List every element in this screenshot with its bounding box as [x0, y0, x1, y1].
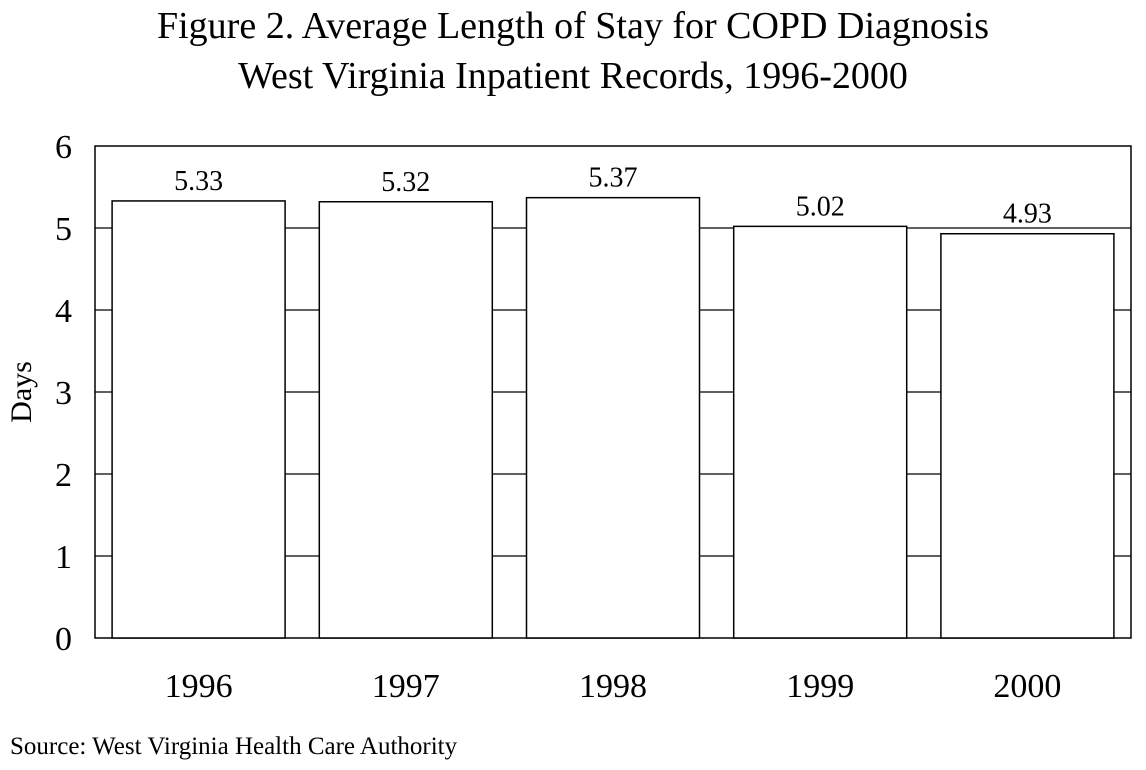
data-label: 5.32: [381, 167, 430, 198]
data-label: 4.93: [1003, 199, 1052, 230]
y-tick-label: 3: [55, 375, 72, 412]
y-axis-label: Days: [5, 361, 38, 423]
data-label: 5.37: [589, 163, 638, 194]
y-tick-label: 6: [55, 129, 72, 166]
x-tick-label: 1999: [786, 668, 854, 705]
bar: [940, 232, 1115, 639]
chart-title: Figure 2. Average Length of Stay for COP…: [156, 5, 989, 47]
chart-subtitle: West Virginia Inpatient Records, 1996-20…: [238, 55, 908, 97]
bar: [525, 196, 701, 639]
bar: [318, 201, 494, 639]
y-tick-label: 4: [55, 293, 72, 330]
source-note: Source: West Virginia Health Care Author…: [10, 733, 458, 760]
x-tick-label: 2000: [993, 668, 1061, 705]
y-tick-label: 5: [55, 211, 72, 248]
x-tick-label: 1997: [372, 668, 440, 705]
y-tick-label: 2: [55, 457, 72, 494]
x-tick-label: 1998: [579, 668, 647, 705]
y-tick-label: 1: [55, 539, 72, 576]
x-tick-label: 1996: [165, 668, 233, 705]
bar: [732, 225, 908, 639]
data-label: 5.33: [174, 166, 223, 197]
y-tick-label: 0: [55, 621, 72, 658]
bar: [111, 200, 286, 639]
data-label: 5.02: [796, 191, 845, 222]
bar-chart: 0 1 2 3 4 5 6 Days 5.33 1996 5.32 1997 5.37 1998 5.02 1…: [5, 129, 1132, 705]
